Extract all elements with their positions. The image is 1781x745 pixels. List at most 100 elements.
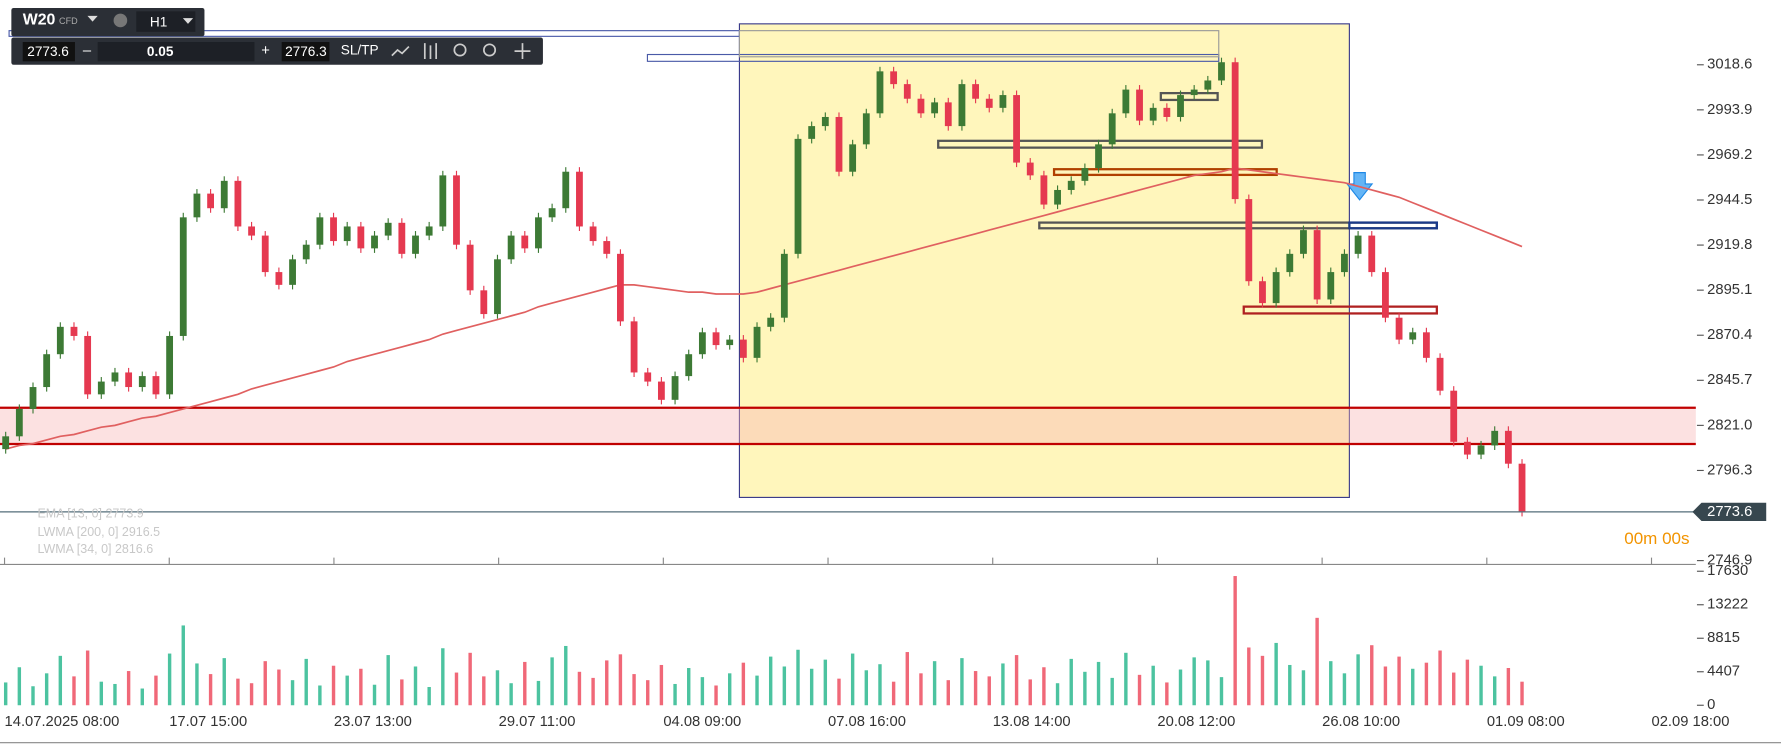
volume-bar xyxy=(1165,682,1169,706)
volume-box[interactable] xyxy=(97,42,255,62)
volume-bar xyxy=(823,659,828,706)
candle-body xyxy=(56,326,64,355)
volume-bar xyxy=(1274,642,1278,706)
ask-box[interactable] xyxy=(281,42,330,62)
candle-body xyxy=(125,372,133,388)
volume-bar xyxy=(468,652,472,706)
volume-bar xyxy=(1411,668,1415,706)
candle-body xyxy=(985,98,993,108)
candle-body xyxy=(371,235,378,249)
candle-body xyxy=(1218,62,1225,81)
current-price-tag xyxy=(1692,502,1767,521)
candle-body xyxy=(603,241,611,254)
candle-body xyxy=(698,332,706,355)
volume-bar xyxy=(1055,683,1060,706)
volume-bar xyxy=(850,653,855,706)
legend-entry: LWMA [200, 0] 2916.5 xyxy=(37,525,160,539)
minus-button[interactable]: – xyxy=(83,43,92,59)
candle-body xyxy=(1436,357,1444,391)
x-tick-label: 29.07 11:00 xyxy=(499,714,576,730)
x-tick-label: 02.09 18:00 xyxy=(1652,714,1730,730)
dropdown[interactable] xyxy=(182,18,194,24)
volume-bar xyxy=(345,675,349,706)
dropdown[interactable] xyxy=(87,15,98,22)
candle-body xyxy=(1040,175,1048,205)
volume-bar xyxy=(72,676,76,706)
zoom-in[interactable] xyxy=(483,43,497,57)
x-tick-label: 26.08 10:00 xyxy=(1322,714,1400,730)
volume-bar xyxy=(1383,666,1388,706)
volume-bar xyxy=(564,645,568,706)
indicator-icon[interactable] xyxy=(391,45,410,57)
bid-box[interactable] xyxy=(22,42,75,62)
ask[interactable]: 2776.3 xyxy=(285,44,327,59)
candle-body xyxy=(179,217,187,336)
zoom-out[interactable] xyxy=(453,43,467,57)
level-box xyxy=(646,53,1220,62)
candle-body xyxy=(1190,89,1198,96)
volume-bar xyxy=(1506,668,1511,706)
volume-bar xyxy=(44,673,49,706)
volume-bar xyxy=(1083,671,1087,706)
volume-bar xyxy=(1233,576,1237,706)
sltp-button[interactable]: SL/TP xyxy=(341,43,379,58)
candle-body xyxy=(890,71,898,85)
volume-bar xyxy=(796,649,800,706)
candle-body xyxy=(576,171,583,227)
volume-bar xyxy=(454,672,459,706)
volume-input[interactable]: 0.05 xyxy=(147,44,174,59)
candle-body xyxy=(821,116,829,127)
candle-body xyxy=(1095,144,1102,169)
volume-bar xyxy=(1520,681,1524,706)
x-tick-label: 23.07 13:00 xyxy=(334,714,412,730)
candle-body xyxy=(70,326,78,336)
volume-bar xyxy=(1028,679,1032,706)
volume-bar xyxy=(659,664,664,706)
volume-bar xyxy=(1219,677,1224,706)
candle-body xyxy=(1504,430,1512,464)
timeframe[interactable]: H1 xyxy=(150,14,167,29)
candle-body xyxy=(1054,189,1061,205)
volume-bar xyxy=(427,687,431,706)
candle-body xyxy=(671,376,679,400)
volume-bar xyxy=(632,674,636,706)
volume-bar xyxy=(700,677,705,706)
candle-body xyxy=(1259,281,1266,304)
candle-body xyxy=(972,84,980,99)
volume-bar xyxy=(550,657,554,706)
candle-body xyxy=(29,387,37,409)
volume-bar xyxy=(1288,664,1292,706)
x-tick-label: 14.07.2025 08:00 xyxy=(5,714,120,730)
candle-body xyxy=(1013,95,1020,163)
candles-icon[interactable] xyxy=(423,43,438,60)
bid[interactable]: 2773.6 xyxy=(27,44,69,59)
volume-bar xyxy=(864,670,869,706)
symbol[interactable]: W20 xyxy=(23,12,56,29)
candle-body xyxy=(2,436,10,450)
candle-body xyxy=(548,208,556,218)
candle-body xyxy=(1327,272,1335,300)
volume-bar xyxy=(714,685,718,706)
plus-button[interactable]: + xyxy=(261,43,270,59)
timeframe-box[interactable] xyxy=(136,11,196,32)
candle-body xyxy=(384,222,392,236)
candle-body xyxy=(862,113,870,145)
candle-body xyxy=(917,98,925,114)
candle-body xyxy=(1422,332,1430,358)
candle-body xyxy=(1382,272,1389,318)
candle-body xyxy=(248,226,255,236)
volume-bar xyxy=(3,682,8,706)
volume-bar xyxy=(495,670,500,706)
legend-entry: EMA [13, 0] 2773.9 xyxy=(37,507,143,521)
volume-bar xyxy=(1206,660,1210,706)
info-icon[interactable] xyxy=(113,13,128,28)
pan-icon[interactable] xyxy=(514,43,531,60)
level-box xyxy=(1242,305,1438,315)
candle-body xyxy=(521,235,529,249)
volume-bar xyxy=(304,658,308,706)
volume-bar xyxy=(277,669,281,706)
candle-body xyxy=(316,217,324,245)
candle-body xyxy=(753,326,761,358)
candle-body xyxy=(958,84,966,127)
